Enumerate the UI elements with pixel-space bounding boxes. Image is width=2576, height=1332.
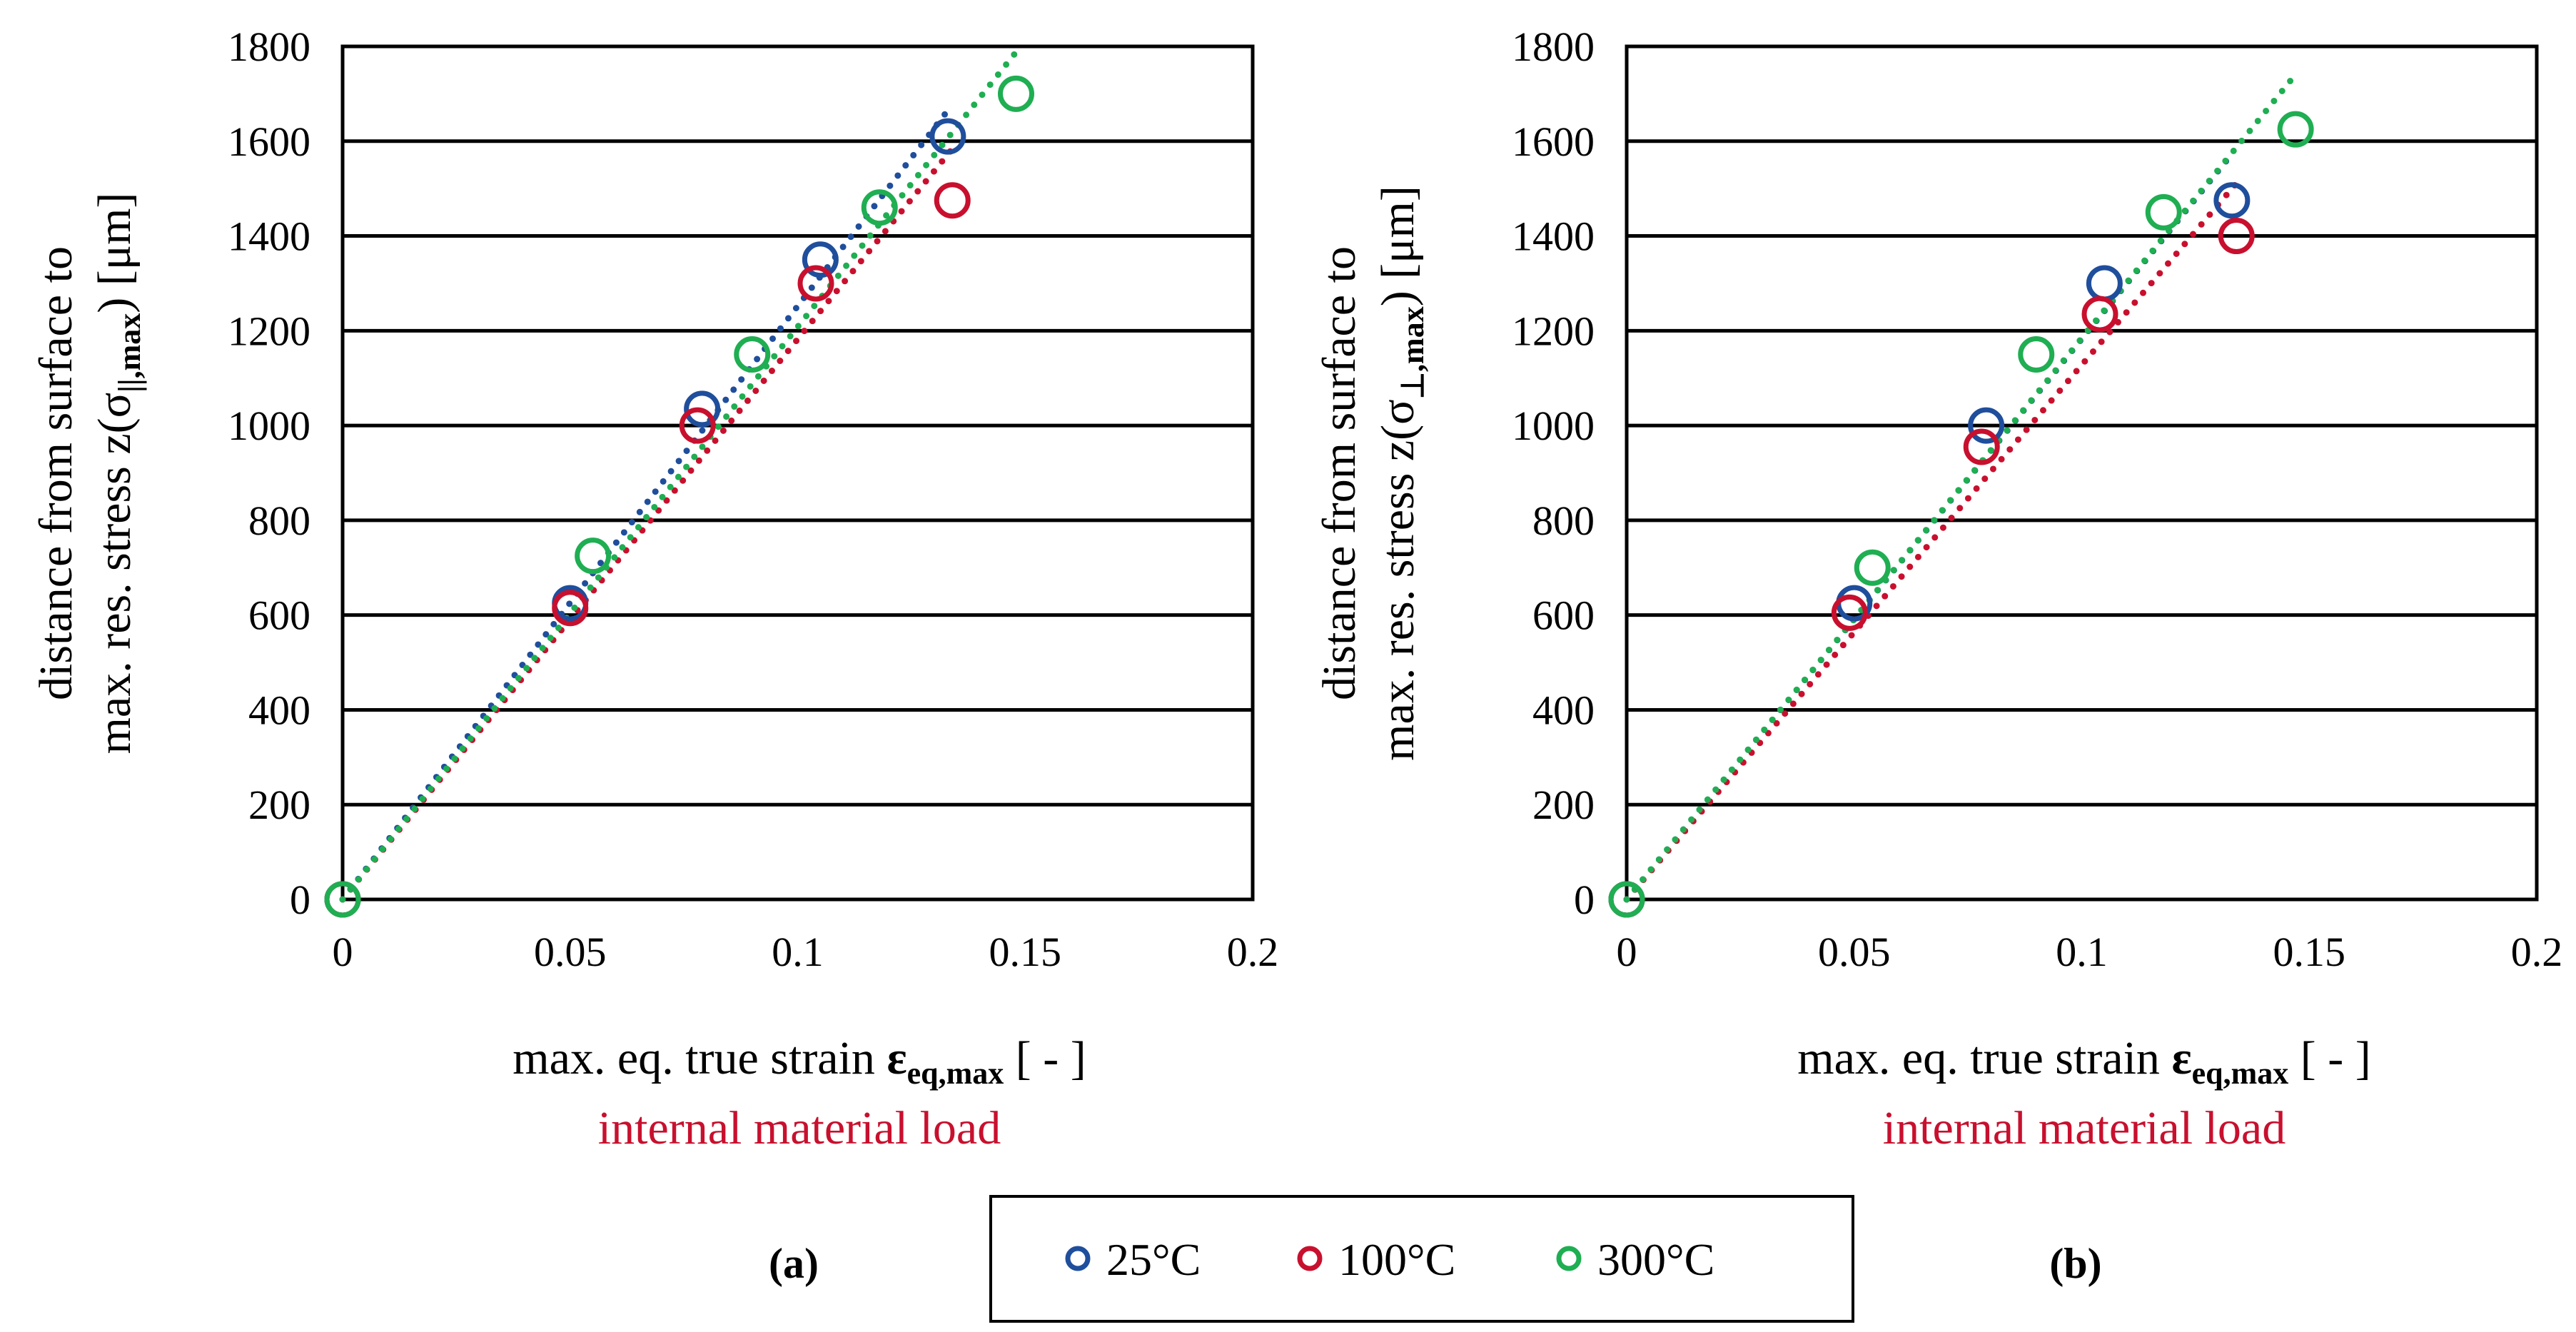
- legend-label-300c: 300°C: [1597, 1234, 1714, 1285]
- data-point-100c: [679, 407, 716, 444]
- plot-frame: [340, 44, 1255, 902]
- data-point-300c: [2018, 336, 2055, 373]
- y-tick-label: 1200: [228, 308, 310, 354]
- legend-label-100c: 100°C: [1338, 1234, 1455, 1285]
- legend: 25°C 100°C 300°C: [989, 1195, 1854, 1323]
- y-tick-label: 1800: [1512, 24, 1595, 70]
- data-point-25c: [2213, 182, 2251, 219]
- annotation-internal-material-load: internal material load: [1883, 1102, 2285, 1154]
- y-tick-label: 800: [1532, 498, 1595, 544]
- trendline-25c: [339, 107, 951, 903]
- data-point-300c: [575, 538, 612, 575]
- y-tick-label: 600: [1532, 592, 1595, 639]
- y-tick-label: 400: [1532, 687, 1595, 733]
- x-tick-label: 0.2: [1227, 929, 1279, 975]
- x-tick-label: 0.05: [1818, 929, 1891, 975]
- data-point-300c: [734, 336, 771, 373]
- panel-label-a: (a): [769, 1240, 819, 1287]
- legend-marker-100c: [1297, 1246, 1323, 1271]
- legend-label-25c: 25°C: [1106, 1234, 1201, 1285]
- panel-b-chart: 0 200 400 600 800 1000 1200 1400 1600 1800 0 0.05 0…: [1313, 24, 2562, 1287]
- legend-marker-25c: [1065, 1246, 1091, 1271]
- x-tick-label: 0.1: [772, 929, 824, 975]
- panel-a-chart: 0 200 400 600 800 1000 1200 1400 1600 1800 0 0.05 0…: [30, 24, 1278, 1287]
- data-point-100c: [552, 590, 589, 627]
- data-point-100c: [2081, 296, 2118, 333]
- y-tick-label: 1600: [228, 118, 310, 165]
- plot-frame: [1625, 44, 2539, 902]
- y-tick-label: 200: [248, 782, 310, 828]
- y-tick-label: 0: [1574, 877, 1595, 923]
- y-tick-label: 200: [1532, 782, 1595, 828]
- y-tick-label: 1200: [1512, 308, 1595, 354]
- y-tick-label: 600: [248, 592, 310, 639]
- legend-marker-300c: [1556, 1246, 1582, 1271]
- data-point-100c: [1831, 594, 1868, 631]
- y-tick-label: 400: [248, 687, 310, 733]
- data-point-25c: [684, 390, 721, 428]
- trendline-100c: [339, 145, 956, 903]
- x-axis-label: max. eq. true strain εeq,max [ - ]: [512, 1032, 1086, 1091]
- x-tick-label: 0: [333, 929, 353, 975]
- data-point-100c: [934, 182, 971, 219]
- data-point-100c: [797, 265, 834, 302]
- x-tick-label: 0.15: [989, 929, 1062, 975]
- data-point-300c: [2277, 111, 2314, 148]
- x-tick-label: 0.1: [2056, 929, 2108, 975]
- y-tick-label: 1000: [228, 403, 310, 449]
- x-tick-label: 0.15: [2273, 929, 2346, 975]
- annotation-internal-material-load: internal material load: [598, 1102, 1001, 1154]
- trendline-300c: [339, 49, 1019, 903]
- x-tick-label: 0.2: [2511, 929, 2563, 975]
- data-point-300c: [1854, 549, 1891, 586]
- data-point-300c: [861, 189, 898, 226]
- y-axis-label-line1: distance from surface to: [1313, 246, 1365, 700]
- y-axis-label-line2: max. res. stress z(σ||,max) [μm]: [89, 193, 147, 755]
- data-point-25c: [1968, 407, 2005, 444]
- y-tick-label: 0: [290, 877, 310, 923]
- x-tick-label: 0: [1617, 929, 1637, 975]
- trendline-100c: [1623, 180, 2240, 903]
- y-tick-label: 1000: [1512, 403, 1595, 449]
- data-point-300c: [1608, 881, 1645, 918]
- y-tick-label: 1400: [228, 213, 310, 260]
- y-axis-label-line1: distance from surface to: [30, 246, 82, 700]
- y-tick-label: 800: [248, 498, 310, 544]
- data-point-25c: [2086, 265, 2123, 302]
- y-tick-label: 1400: [1512, 213, 1595, 260]
- legend-frame: [989, 1195, 1854, 1323]
- data-point-100c: [2218, 218, 2255, 255]
- data-point-100c: [1963, 428, 2000, 465]
- x-axis-label: max. eq. true strain εeq,max [ - ]: [1797, 1032, 2370, 1091]
- y-axis-label-line2: max. res. stress z(σ⊥,max) [μm]: [1372, 186, 1430, 761]
- data-point-25c: [802, 241, 839, 278]
- panel-label-b: (b): [2049, 1240, 2101, 1287]
- data-point-300c: [2145, 193, 2182, 231]
- y-tick-label: 1600: [1512, 118, 1595, 165]
- data-point-300c: [324, 881, 361, 918]
- trendline-300c: [1623, 71, 2299, 903]
- data-point-25c: [929, 118, 966, 155]
- data-point-300c: [998, 75, 1034, 112]
- y-tick-label: 1800: [228, 24, 310, 70]
- x-tick-label: 0.05: [534, 929, 607, 975]
